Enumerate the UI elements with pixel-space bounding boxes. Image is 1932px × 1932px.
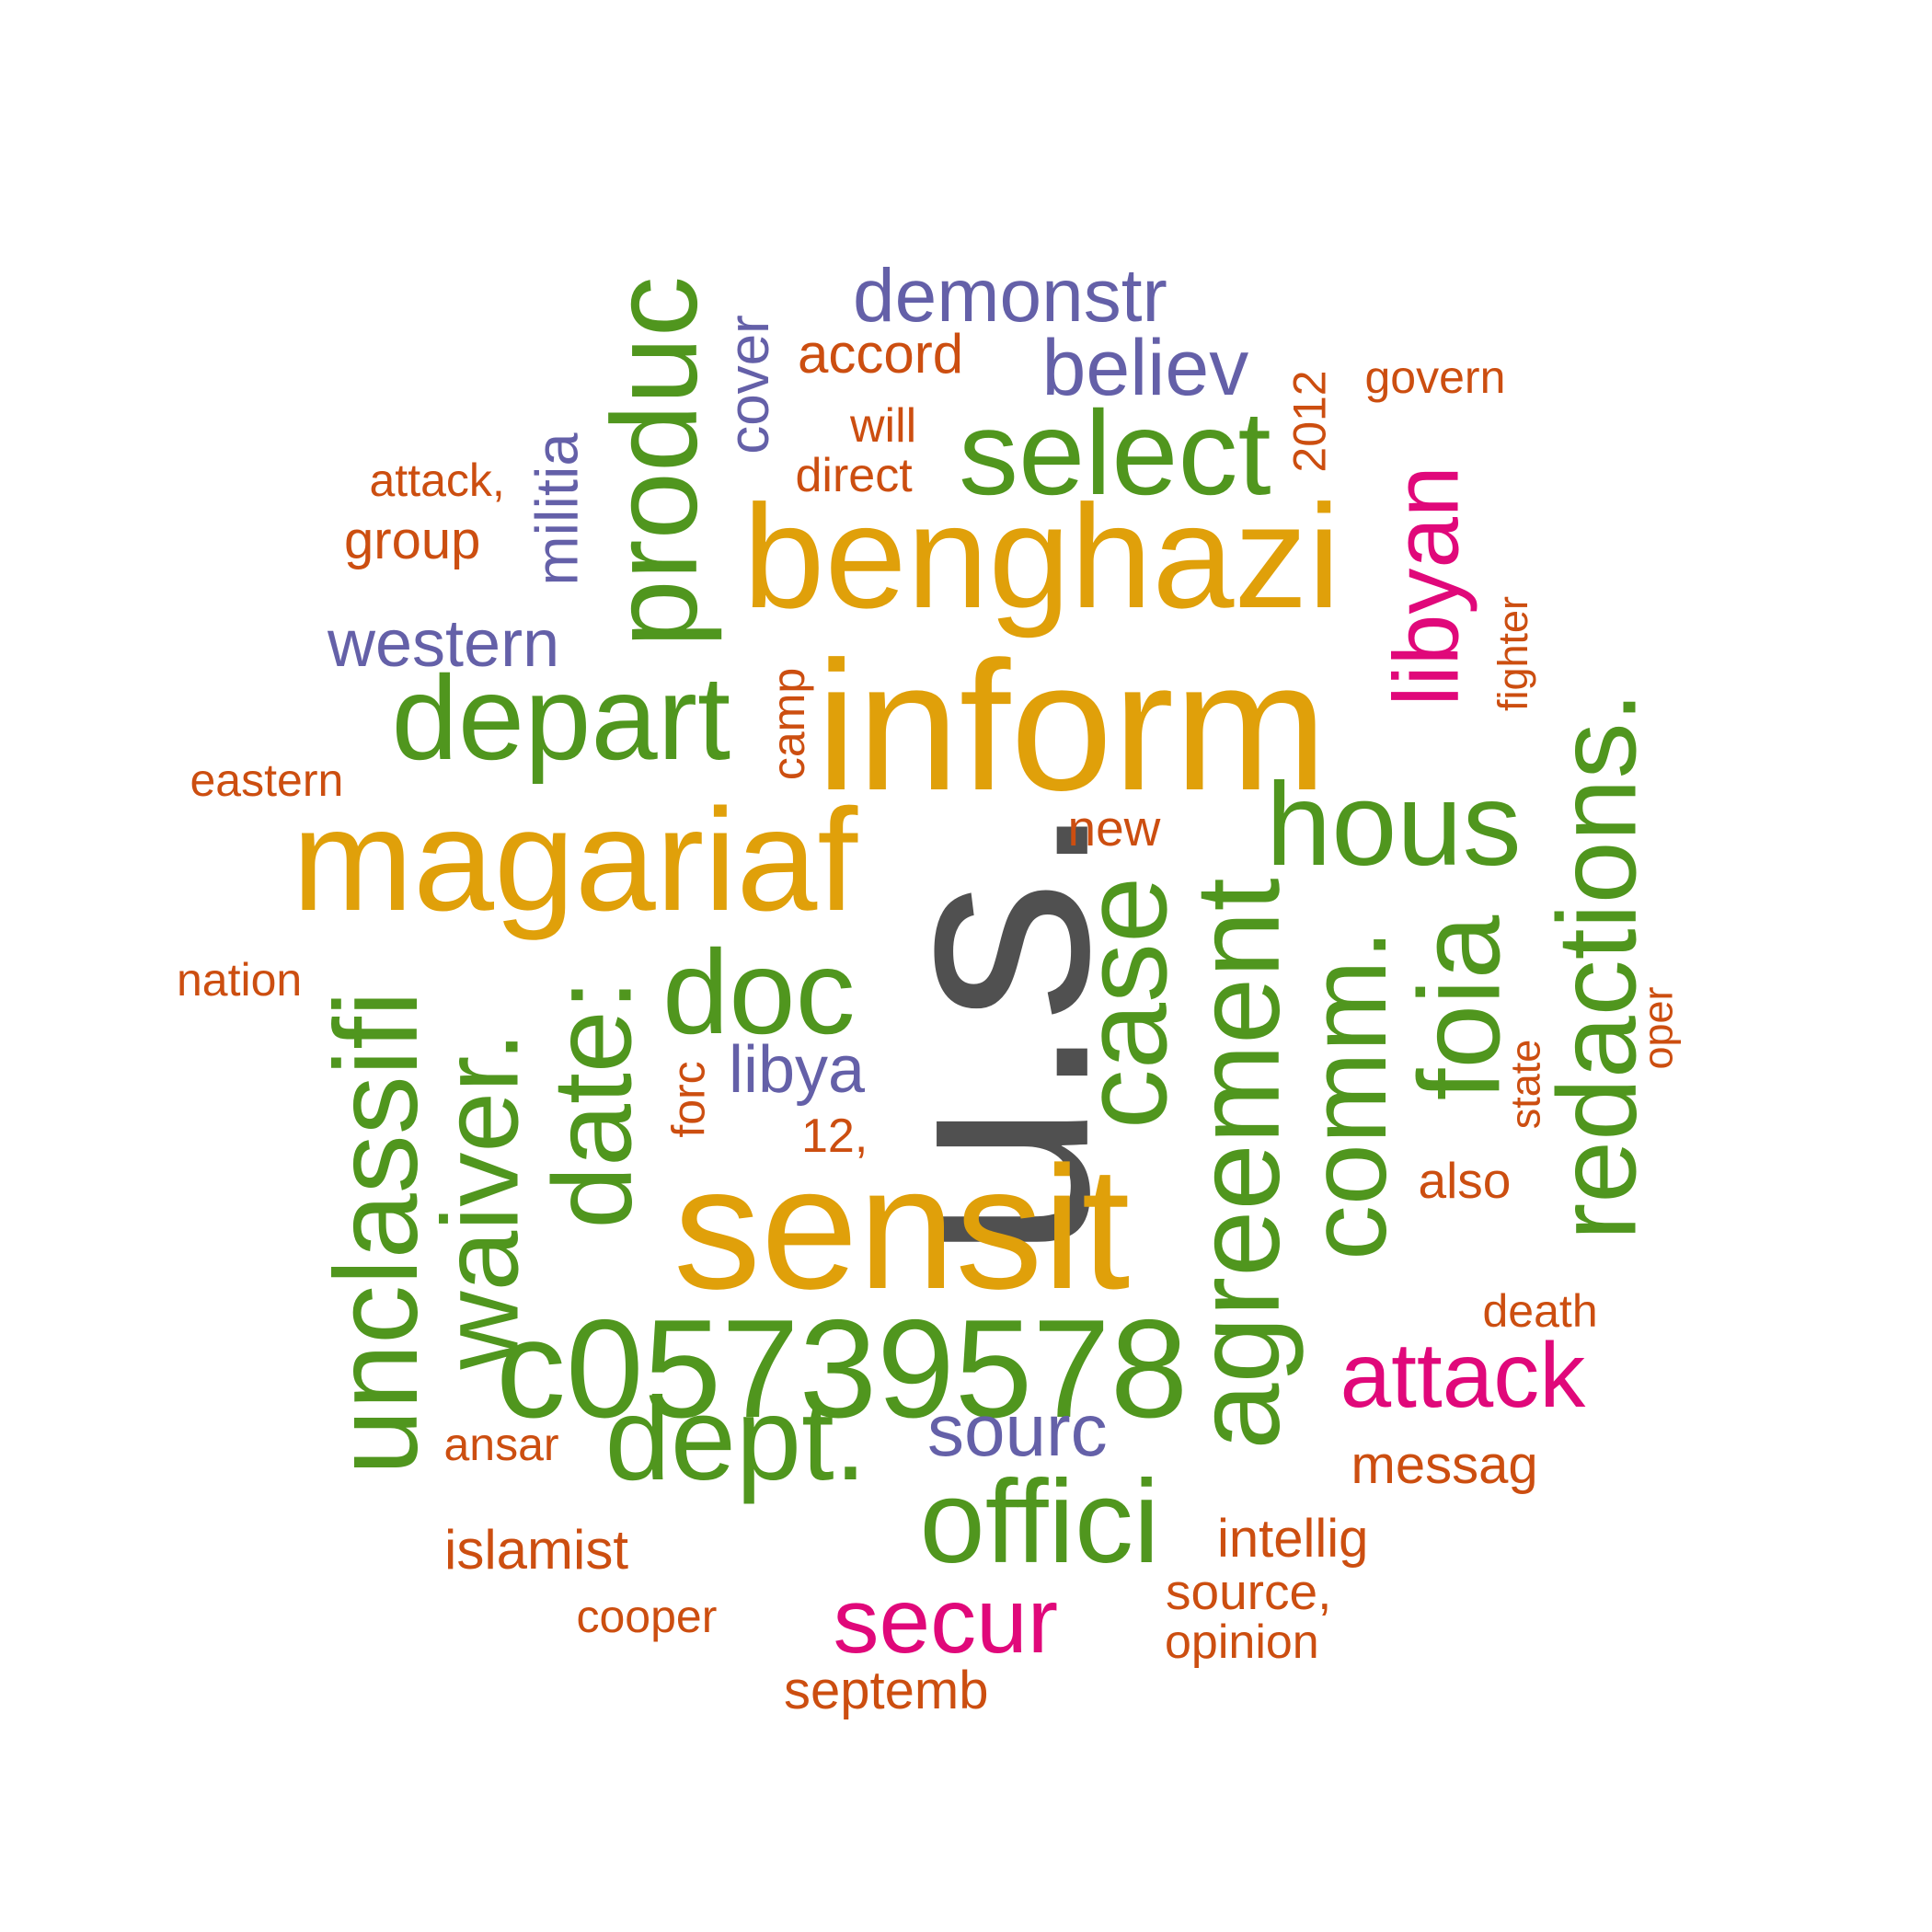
word-c05739578: c05739578 [496,1291,1189,1447]
word-dept: dept. [604,1374,868,1505]
word-ansar: ansar [443,1419,559,1470]
word-cover: cover [717,315,781,454]
word-forc: forc [662,1061,715,1138]
word-camp: camp [763,667,815,781]
word-sensit: sensit [673,1131,1131,1326]
word-benghazi: benghazi [742,474,1340,638]
word-depart: depart [391,650,731,785]
word-secur: secur [833,1570,1059,1673]
word-death: death [1482,1285,1598,1337]
word-accord: accord [798,323,964,385]
word-agreement: agreement [1169,878,1305,1450]
word-comm: comm. [1286,929,1409,1260]
word-also: also [1418,1151,1512,1209]
word-believ: believ [1041,324,1249,412]
word-sourc: sourc [927,1389,1108,1471]
word-govern: govern [1364,351,1506,403]
word-group: group [344,511,481,570]
word-western: western [328,607,560,681]
word-opinion: opinion [1165,1616,1319,1669]
word-offici: offici [919,1456,1160,1588]
word-2012: 2012 [1283,370,1336,473]
word-source: source, [1166,1562,1332,1620]
word-select: select [959,385,1271,520]
word-will: will [850,399,917,453]
word-12: 12, [801,1110,868,1163]
word-nation: nation [177,954,303,1006]
word-redactions: redactions. [1533,691,1659,1241]
word-waiver: waiver. [420,1031,542,1370]
word-produc: produc [586,276,722,648]
word-militia: militia [523,431,591,586]
word-messag: messag [1351,1435,1538,1495]
word-eastern: eastern [190,754,344,806]
word-intellig: intellig [1217,1509,1369,1569]
word-doc: doc [662,925,856,1059]
word-case: case [1056,876,1191,1130]
word-demonstr: demonstr [853,254,1167,338]
word-date: date: [529,979,655,1229]
word-cooper: cooper [576,1591,718,1642]
word-attack: attack [1340,1324,1586,1427]
word-libya: libya [729,1033,866,1107]
word-libyan: libyan [1374,466,1478,707]
word-islamist: islamist [444,1519,629,1581]
word-magariaf: magariaf [292,779,858,941]
word-septemb: septemb [784,1661,989,1720]
word-foia: foia [1396,914,1524,1100]
word-new: new [1067,799,1161,857]
word-unclassifi: unclassifi [311,990,443,1476]
word-fighter: fighter [1489,595,1536,711]
word-inform: inform [816,624,1328,829]
word-oper: oper [1634,985,1682,1070]
word-hous: hous [1266,759,1522,891]
word-state: state [1501,1039,1549,1129]
word-direct: direct [795,449,913,502]
word-attack2: attack, [369,454,505,506]
